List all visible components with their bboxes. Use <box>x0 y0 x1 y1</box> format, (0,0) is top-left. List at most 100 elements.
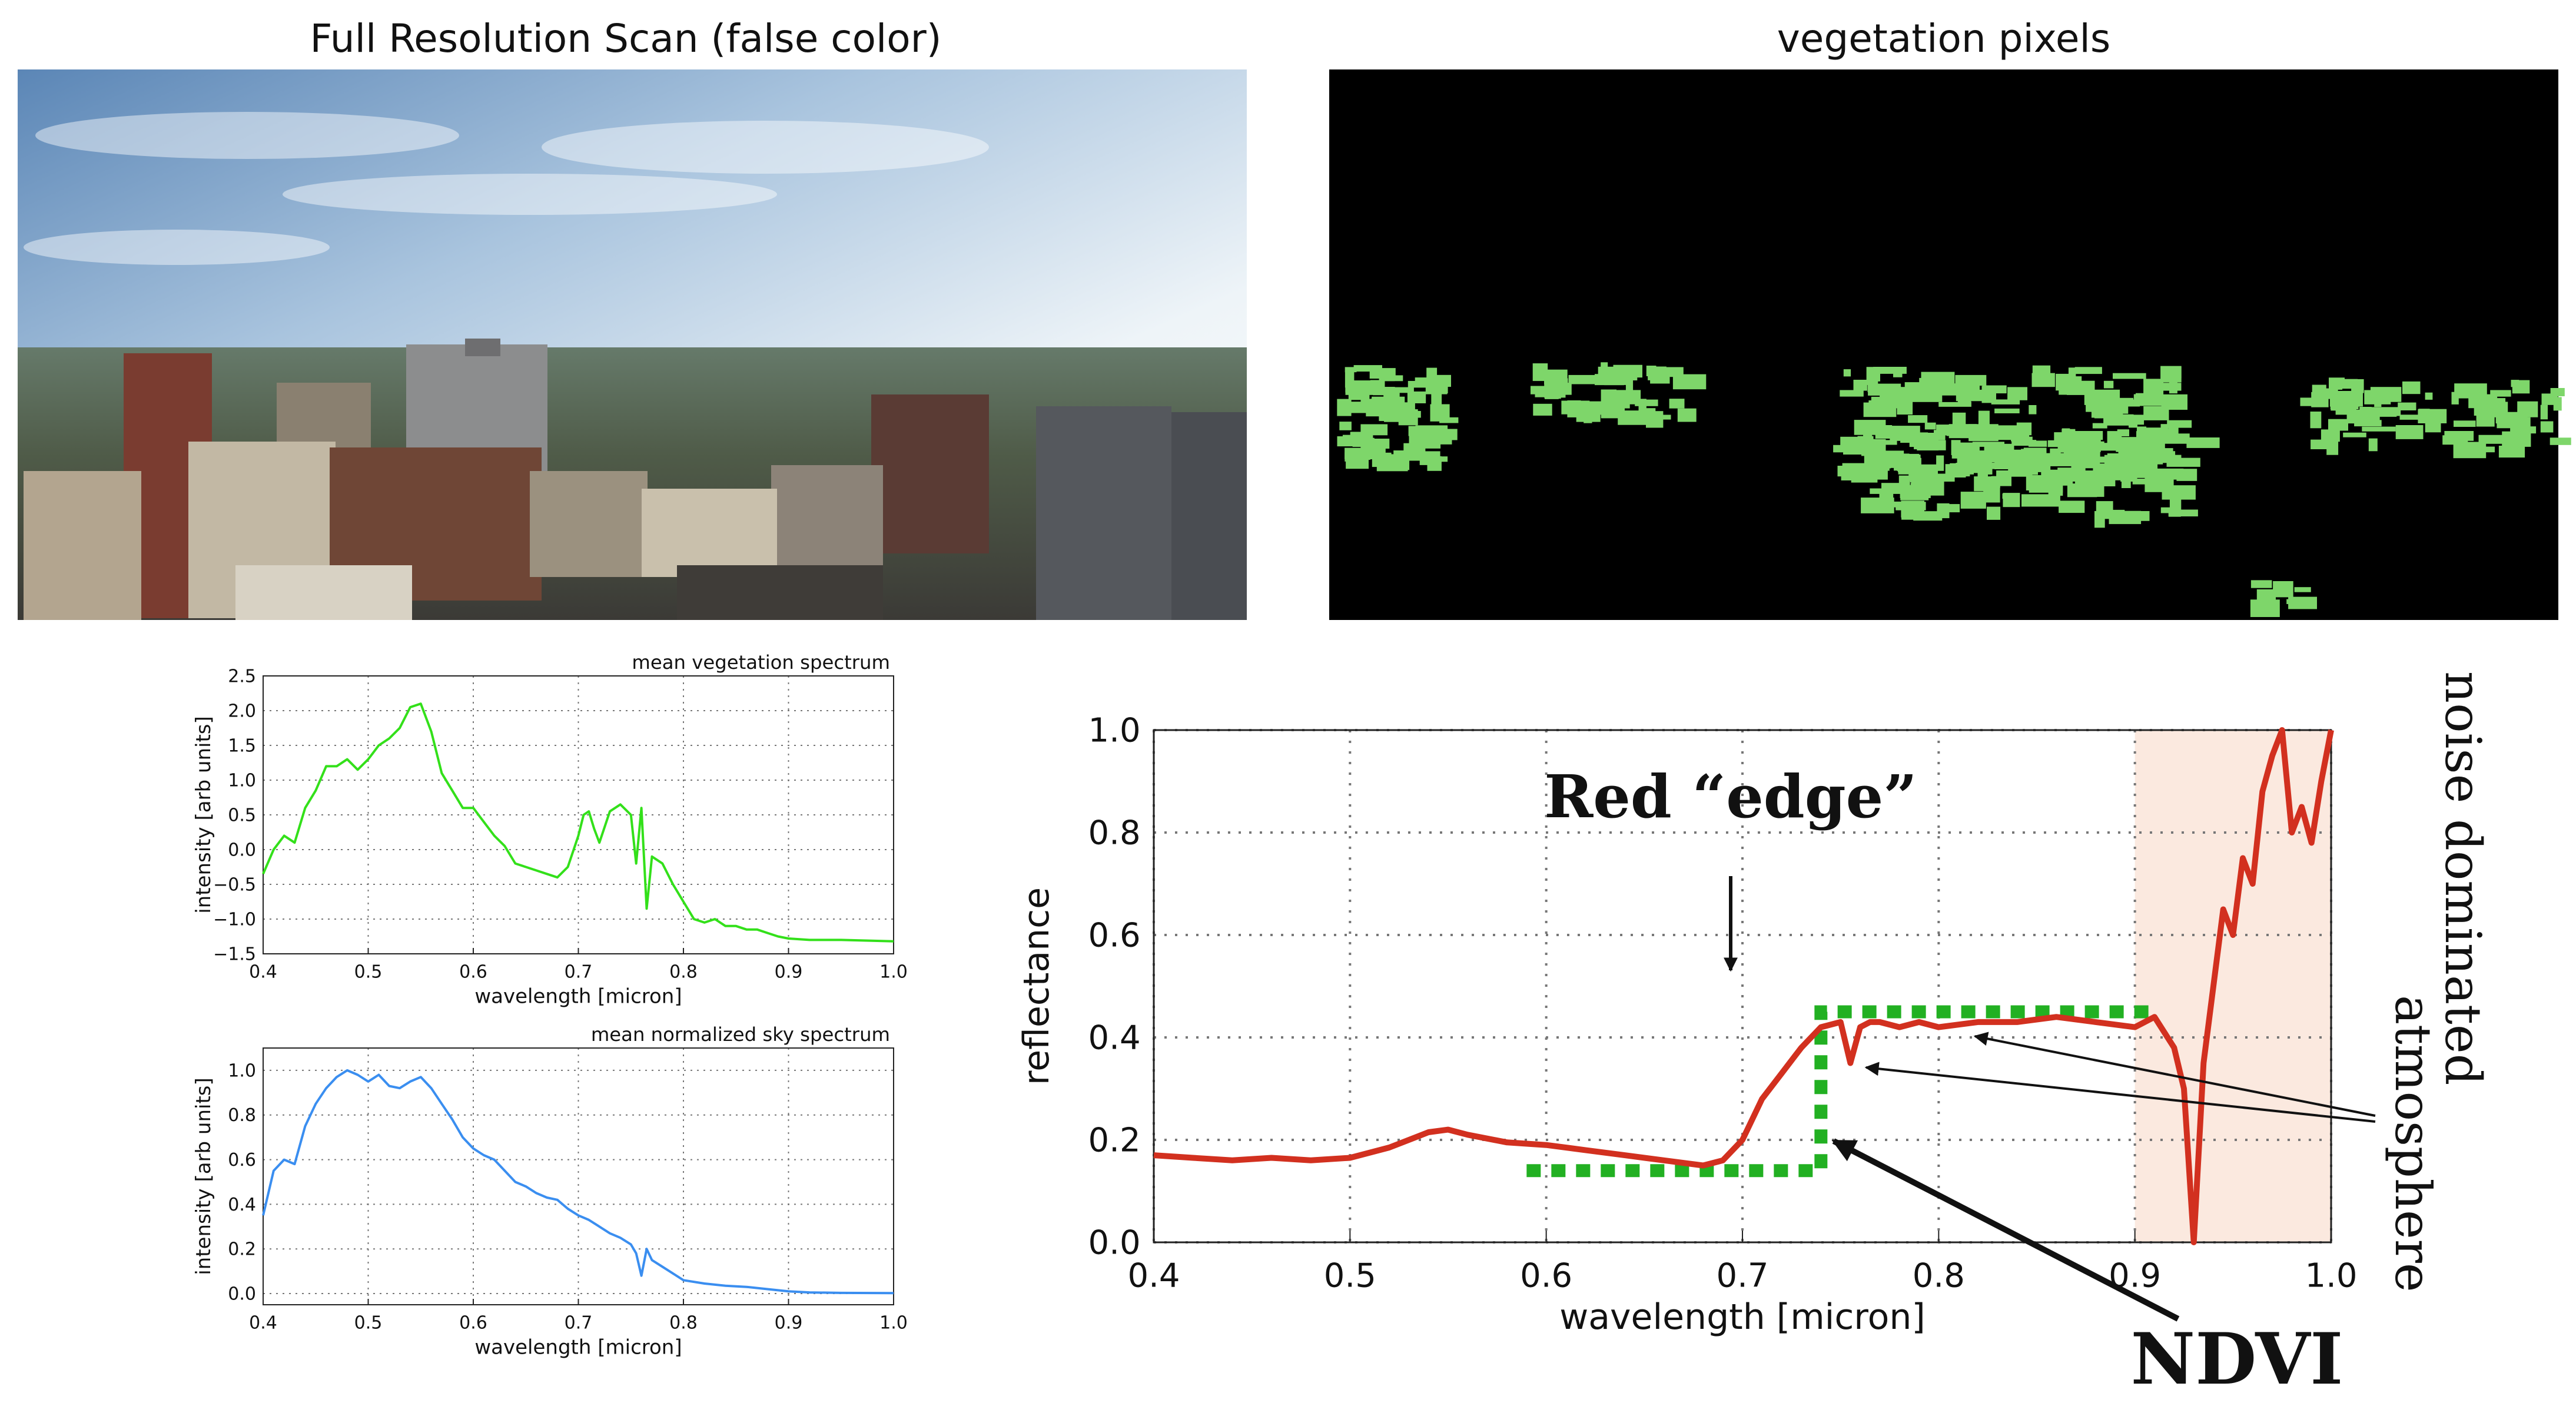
vegetation-pixel <box>2041 469 2073 486</box>
atmosphere-arrow-2 <box>1864 1062 2376 1123</box>
vegetation-pixel <box>1370 380 1385 390</box>
x-tick-label: 0.7 <box>565 962 593 983</box>
y-tick-label: 0.0 <box>228 1284 256 1305</box>
vegetation-pixel <box>2031 373 2055 387</box>
y-tick-label: 0.8 <box>1088 814 1141 853</box>
y-axis-label: intensity [arb units] <box>192 716 215 914</box>
vegetation-pixel <box>2437 409 2445 420</box>
vegetation-pixel <box>1948 424 1977 439</box>
x-tick-label: 1.0 <box>879 962 908 983</box>
vegetation-pixel <box>2073 454 2095 460</box>
vegetation-pixel <box>1398 456 1410 470</box>
vegetation-pixel <box>2339 379 2358 389</box>
x-tick-label: 0.7 <box>1716 1257 1768 1295</box>
vegetation-pixel <box>2364 390 2391 404</box>
x-tick-label: 0.9 <box>775 1313 803 1334</box>
ndvi-arrow <box>1831 1138 2180 1322</box>
vegetation-pixel-mask <box>1337 362 2571 617</box>
vegetation-pixel <box>2008 468 2033 477</box>
vegetation-pixel <box>1868 389 1899 396</box>
scan-buildings <box>24 339 1247 620</box>
vegetation-pixel <box>1360 424 1388 436</box>
chart-title: mean normalized sky spectrum <box>591 1023 890 1046</box>
y-tick-label: 0.5 <box>228 805 256 826</box>
vegetation-pixel <box>1955 374 1987 386</box>
vegetation-pixel <box>2294 587 2311 592</box>
y-tick-label: −1.0 <box>213 910 256 930</box>
vegetation-pixel <box>2398 402 2416 410</box>
y-tick-label: 0.2 <box>1088 1122 1141 1160</box>
vegetation-pixel <box>2068 367 2076 377</box>
vegetation-pixel <box>2169 495 2182 512</box>
vegetation-pixel <box>2273 581 2293 598</box>
vegetation-pixel <box>2343 432 2366 437</box>
vegetation-pixel <box>1669 399 1685 409</box>
vegetation-pixel <box>2541 393 2558 405</box>
scan-clouds <box>24 112 989 265</box>
vegetation-pixel <box>1645 408 1656 413</box>
vegetation-pixel <box>1873 367 1907 374</box>
y-tick-label: 1.5 <box>228 736 256 757</box>
x-tick-label: 0.5 <box>354 1313 383 1334</box>
vegetation-pixel <box>1589 404 1620 414</box>
vegetation-pixel <box>1934 430 1946 440</box>
vegetation-pixel <box>1875 429 1909 439</box>
vegetation-pixel <box>1938 402 1971 407</box>
vegetation-pixel <box>2484 398 2506 404</box>
vegetation-pixel <box>2093 457 2100 466</box>
y-axis-label: reflectance <box>1016 887 1057 1085</box>
y-tick-label: 0.2 <box>228 1239 256 1260</box>
vegetation-pixel <box>1624 368 1638 381</box>
vegetation-pixel <box>2136 426 2147 432</box>
atmosphere-arrow-1 <box>1973 1032 2376 1117</box>
vegetation-pixel <box>2326 440 2339 455</box>
x-tick-label: 0.8 <box>1913 1257 1965 1295</box>
vegetation-pixel <box>1843 369 1851 377</box>
vegetation-pixel <box>1868 400 1895 416</box>
vegetation-pixel <box>2512 380 2530 394</box>
y-tick-label: 0.4 <box>1088 1019 1141 1057</box>
vegetation-pixel <box>2517 401 2538 417</box>
vegetation-pixel <box>2550 437 2571 445</box>
vegetation-pixel <box>1908 464 1938 481</box>
vegetation-pixel <box>1841 475 1871 480</box>
vegetation-pixel <box>2168 367 2182 379</box>
vegetation-pixel <box>1618 393 1630 409</box>
vegetation-pixel <box>1998 451 2031 456</box>
vegetation-pixel <box>2476 411 2495 427</box>
vegetation-pixel <box>2147 457 2159 464</box>
x-tick-label: 0.6 <box>1520 1257 1572 1295</box>
vegetation-pixel <box>1353 365 1382 372</box>
vegetation-pixel <box>1420 432 1452 445</box>
x-axis-label: wavelength [micron] <box>474 1335 682 1359</box>
y-tick-label: 1.0 <box>228 771 256 791</box>
vegetation-pixel <box>1956 389 1990 402</box>
y-tick-label: 0.8 <box>228 1105 256 1126</box>
vegetation-pixel <box>1908 415 1928 423</box>
vegetation-pixel <box>1867 372 1878 385</box>
vegetation-pixel <box>1914 432 1928 450</box>
scan-image <box>18 69 1247 620</box>
vegetation-pixel <box>1987 506 2001 520</box>
vegetation-pixel <box>1345 384 1375 395</box>
vegetation-pixel <box>2094 413 2123 419</box>
vegetation-pixel <box>1379 413 1399 422</box>
vegetation-pixel <box>1426 367 1438 382</box>
vegetation-pixel <box>1930 383 1961 396</box>
y-tick-label: −0.5 <box>213 875 256 896</box>
atmosphere-label: atmosphere <box>2384 995 2442 1292</box>
vegetation-pixel <box>2286 599 2298 604</box>
vegetation-pixel <box>1340 402 1373 413</box>
vegetation-pixel <box>2328 419 2348 431</box>
vegetation-pixel <box>1913 477 1926 493</box>
vegetation-pixel <box>1576 412 1601 422</box>
vegetation-pixel <box>1897 398 1913 415</box>
vegetation-pixel <box>2133 460 2158 478</box>
vegetation-pixel <box>1951 440 1961 455</box>
vegetation-pixel <box>2368 438 2378 452</box>
vegetation-pixel <box>1976 462 2005 469</box>
x-tick-label: 1.0 <box>2305 1257 2357 1295</box>
vegetation-pixel <box>1978 410 1990 427</box>
red-edge-label: Red “edge” <box>1544 762 1917 831</box>
vegetation-pixel <box>1924 422 1936 430</box>
